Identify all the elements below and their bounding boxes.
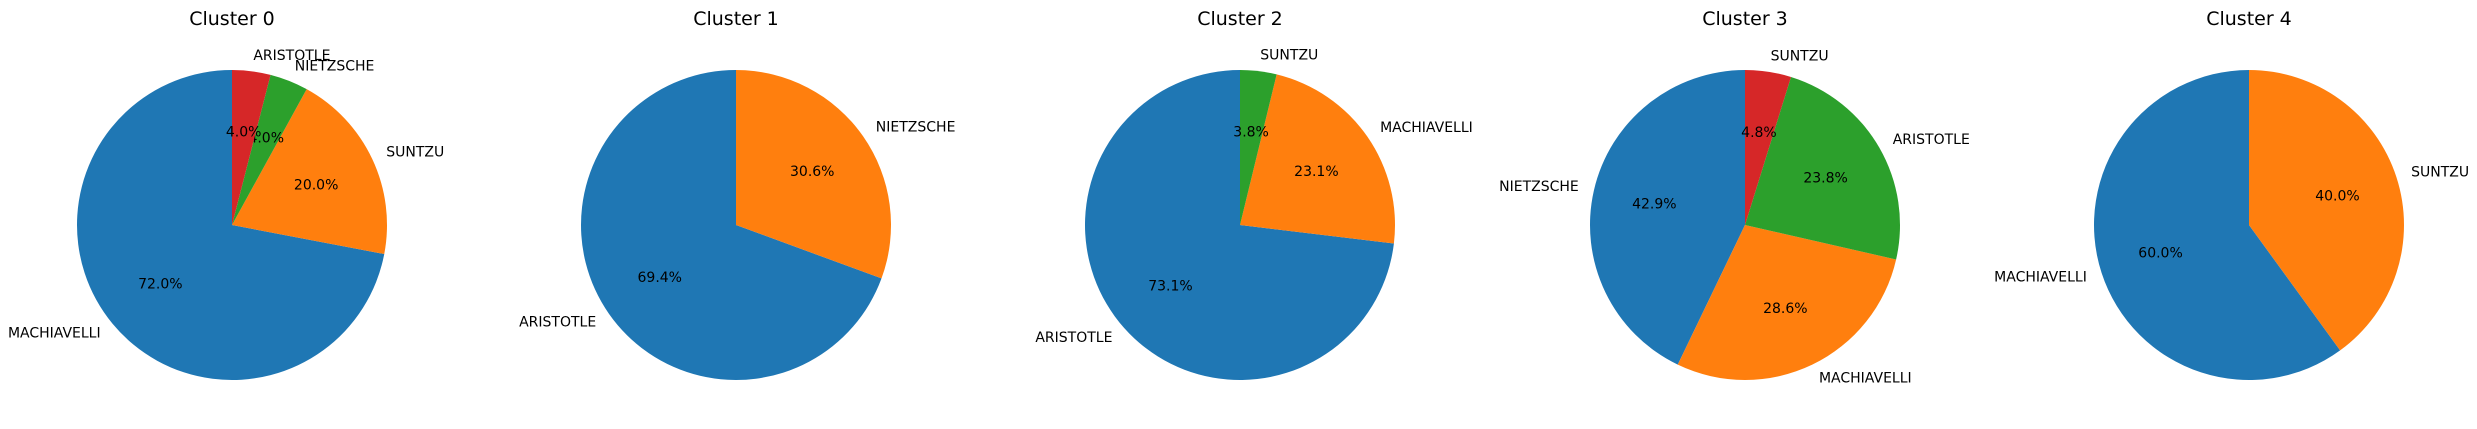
slice-label: ARISTOTLE [1893,132,1970,148]
pie-slice-suntzu [1240,70,1277,225]
pie-slice-machiavelli [77,70,385,380]
slice-label: SUNTZU [1771,48,1829,64]
slice-percent: 69.4% [638,270,682,286]
pie-chart-3: Cluster 3 NIETZSCHE 42.9% MACHIAVELLI 28.6% A… [1499,8,1970,387]
pie-slice-aristotle [580,70,882,380]
pie-chart-1: Cluster 1 ARISTOTLE 69.4% NIETZSCHE 30.6% [519,8,955,380]
slice-percent: 42.9% [1632,196,1676,212]
slice-percent: 4.0% [248,131,284,147]
pie-slice-aristotle [232,70,271,225]
pie-chart-2: Cluster 2 ARISTOTLE 73.1% MACHIAVELLI 23.1% S… [1035,8,1473,381]
pie-slice-nietzsche [232,74,307,225]
pie-slice-machiavelli [1677,225,1897,380]
pie-chart-0: Cluster 0 MACHIAVELLI 72.0% SUNTZU 20.0% NIET… [8,8,444,380]
chart-title: Cluster 1 [693,8,779,30]
chart-title: Cluster 0 [189,8,275,30]
slice-label: SUNTZU [2411,164,2469,180]
pie-chart-4: Cluster 4 MACHIAVELLI 60.0% SUNTZU 40.0% [1994,8,2469,381]
slice-percent: 73.1% [1148,279,1192,295]
slice-label: SUNTZU [1260,48,1318,64]
slice-label: MACHIAVELLI [8,326,101,342]
slice-percent: 3.8% [1233,125,1269,141]
chart-title: Cluster 2 [1197,8,1283,30]
slice-percent: 40.0% [2315,188,2359,204]
slice-label: NIETZSCHE [876,119,956,135]
pie-slice-aristotle [1084,70,1394,381]
slice-label: NIETZSCHE [295,58,375,74]
slice-percent: 23.1% [1294,164,1338,180]
slice-label: MACHIAVELLI [1380,120,1473,136]
slice-percent: 60.0% [2138,246,2182,262]
pie-slice-suntzu [232,89,387,255]
pie-slice-machiavelli [2094,70,2341,381]
slice-percent: 23.8% [1803,171,1847,187]
pie-slice-machiavelli [1240,74,1395,244]
chart-title: Cluster 4 [2206,8,2292,30]
pie-slice-suntzu [2249,70,2404,351]
slice-label: NIETZSCHE [1499,179,1579,195]
slice-percent: 72.0% [138,276,182,292]
pie-slice-nietzsche [1590,70,1745,365]
slice-percent: 4.8% [1741,125,1777,141]
pie-slice-aristotle [1745,76,1900,260]
slice-percent: 28.6% [1763,301,1807,317]
slice-label: ARISTOTLE [253,48,330,64]
pie-slice-suntzu [1745,70,1791,225]
chart-title: Cluster 3 [1702,8,1788,30]
slice-percent: 30.6% [790,164,834,180]
pie-slice-nietzsche [736,70,891,279]
slice-label: MACHIAVELLI [1819,371,1912,387]
slice-percent: 4.0% [226,125,262,141]
slice-label: MACHIAVELLI [1994,270,2087,286]
slice-label: ARISTOTLE [1035,330,1112,346]
slice-label: SUNTZU [386,144,444,160]
slice-label: ARISTOTLE [519,315,596,331]
slice-percent: 20.0% [294,177,338,193]
